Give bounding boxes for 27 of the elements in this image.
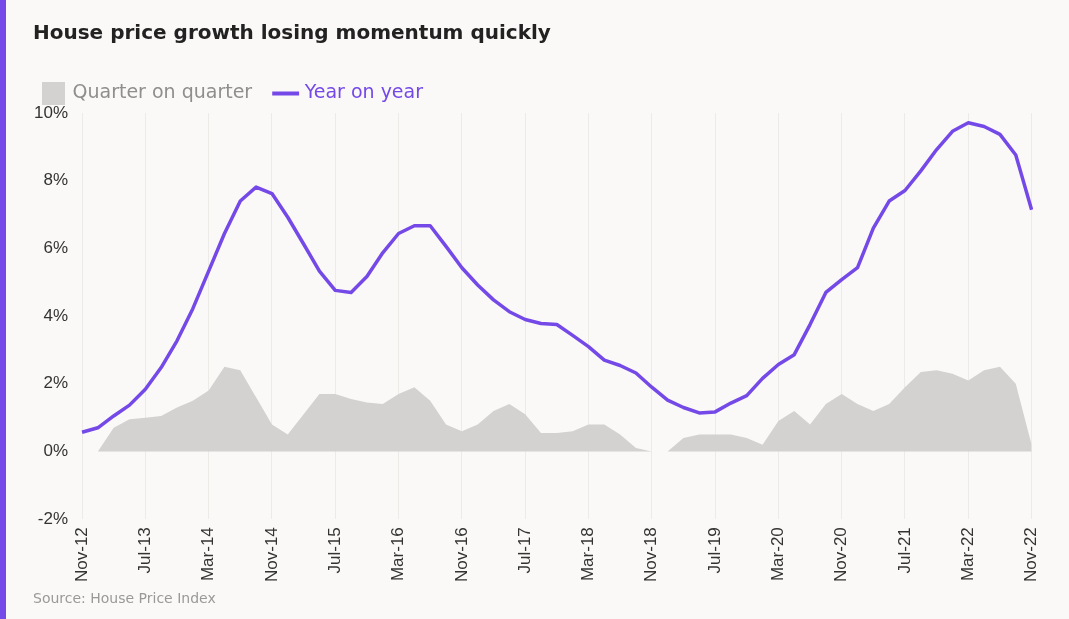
x-tick-label: Mar-20 [768,527,788,582]
y-tick-label: 10% [33,102,69,122]
x-tick-label: Jul-19 [704,527,724,574]
x-tick-label: Nov-22 [1021,527,1041,583]
source-note: Source: House Price Index [33,590,216,606]
y-tick-label: 2% [43,373,69,393]
x-tick-label: Jul-15 [324,527,344,574]
x-tick-label: Mar-16 [388,527,408,582]
legend-label: Quarter on quarter [72,80,253,103]
x-tick-label: Nov-18 [641,527,661,583]
x-tick-label: Jul-17 [514,527,534,574]
legend-label: Year on year [303,80,424,103]
x-tick-label: Mar-18 [578,527,598,582]
y-tick-label: 6% [43,238,69,258]
x-tick-label: Mar-22 [957,527,977,582]
y-tick-label: 8% [43,170,69,190]
y-tick-label: -2% [37,508,69,528]
x-tick-label: Mar-14 [198,527,218,582]
y-tick-label: 0% [43,441,69,461]
y-tick-label: 4% [43,305,69,325]
x-tick-label: Nov-16 [451,527,471,583]
x-tick-label: Jul-13 [135,527,155,574]
x-tick-label: Nov-14 [261,527,281,583]
x-tick-label: Nov-12 [71,527,91,583]
x-tick-label: Nov-20 [831,527,851,583]
x-tick-label: Jul-21 [894,527,914,574]
chart-title: House price growth losing momentum quickly [33,20,551,44]
